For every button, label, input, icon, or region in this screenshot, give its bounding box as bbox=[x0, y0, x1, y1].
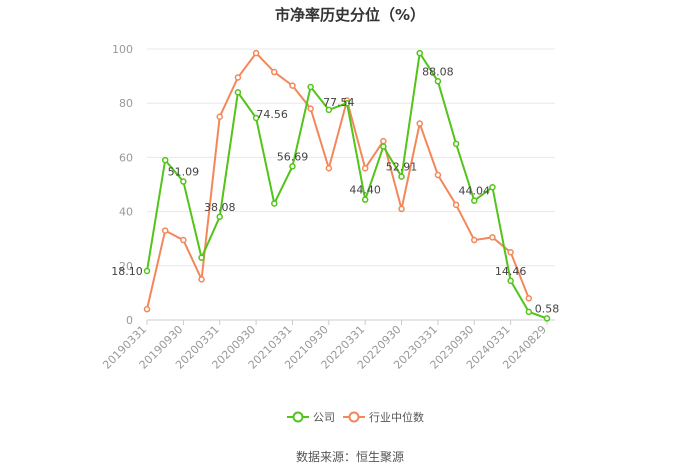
data-point-company bbox=[543, 315, 551, 322]
data-point-company bbox=[380, 143, 387, 150]
data-point-industry bbox=[507, 249, 514, 256]
data-point-industry bbox=[416, 120, 423, 127]
data-point-industry bbox=[289, 82, 296, 89]
data-point-industry bbox=[452, 201, 460, 209]
data-point-industry bbox=[307, 105, 314, 112]
data-label: 14.46 bbox=[495, 265, 527, 278]
data-label: 88.08 bbox=[422, 65, 454, 78]
grid-lines bbox=[147, 48, 555, 267]
data-label: 44.04 bbox=[459, 185, 491, 198]
data-point-company bbox=[489, 183, 496, 191]
data-point-industry bbox=[143, 305, 151, 313]
data-label: 52.91 bbox=[386, 161, 418, 174]
series-line-industry bbox=[146, 51, 530, 310]
data-label: 0.58 bbox=[535, 302, 560, 315]
data-point-company bbox=[289, 163, 296, 170]
y-tick-label: 60 bbox=[119, 151, 133, 164]
data-point-industry bbox=[271, 68, 278, 76]
data-point-company bbox=[434, 78, 442, 85]
data-point-industry bbox=[471, 236, 478, 244]
data-label: 56.69 bbox=[277, 150, 309, 163]
series-layer bbox=[143, 49, 551, 322]
data-point-company bbox=[325, 106, 333, 114]
data-point-company bbox=[307, 83, 314, 91]
y-tick-label: 80 bbox=[119, 97, 133, 110]
y-tick-label: 100 bbox=[112, 43, 133, 56]
data-label: 38.08 bbox=[204, 201, 236, 214]
data-point-company bbox=[525, 308, 533, 316]
data-point-industry bbox=[380, 137, 387, 145]
legend-label[interactable]: 行业中位数 bbox=[369, 410, 424, 424]
data-point-industry bbox=[398, 205, 405, 213]
data-label: 77.54 bbox=[323, 96, 355, 109]
y-tick-label: 20 bbox=[119, 260, 133, 273]
data-point-company bbox=[161, 156, 169, 164]
data-labels: 18.10 51.09 38.08 74.56 56.69 77.54 44.40 52.91… bbox=[111, 65, 559, 315]
data-point-company bbox=[361, 196, 369, 203]
data-point-company bbox=[398, 173, 405, 180]
data-point-company bbox=[180, 178, 187, 185]
data-point-company bbox=[216, 213, 223, 221]
data-point-company bbox=[343, 99, 351, 107]
y-tick-label: 40 bbox=[119, 206, 133, 219]
data-point-industry bbox=[216, 113, 223, 120]
data-point-company bbox=[416, 49, 423, 57]
data-point-company bbox=[198, 254, 205, 261]
data-point-industry bbox=[198, 276, 205, 283]
data-point-company bbox=[507, 277, 514, 285]
data-point-company bbox=[471, 197, 478, 204]
data-label: 18.10 bbox=[111, 265, 143, 278]
data-label: 74.56 bbox=[256, 108, 288, 121]
data-point-industry bbox=[434, 171, 442, 179]
y-tick-label: 0 bbox=[126, 314, 133, 327]
legend-marker-icon bbox=[348, 411, 360, 423]
data-point-company bbox=[234, 89, 242, 96]
data-point-company bbox=[143, 267, 151, 275]
chart-title: 市净率历史分位（%） bbox=[274, 6, 426, 24]
data-point-industry bbox=[489, 234, 496, 241]
data-source: 数据来源：恒生聚源 bbox=[295, 450, 404, 464]
data-point-industry bbox=[325, 164, 333, 172]
data-point-company bbox=[271, 200, 278, 207]
data-point-industry bbox=[361, 164, 369, 172]
data-point-industry bbox=[252, 49, 260, 57]
axes: 0204060801002019033120190930202003312020… bbox=[100, 43, 555, 372]
data-label: 51.09 bbox=[168, 166, 200, 179]
data-point-industry bbox=[525, 295, 533, 302]
data-point-industry bbox=[180, 236, 187, 244]
data-label: 44.40 bbox=[349, 184, 381, 197]
data-point-company bbox=[452, 140, 460, 148]
legend: 公司 行业中位数 bbox=[287, 410, 424, 424]
data-point-industry bbox=[161, 227, 169, 234]
legend-marker-icon bbox=[292, 411, 304, 423]
data-point-industry bbox=[234, 74, 242, 81]
legend-label[interactable]: 公司 bbox=[313, 411, 335, 424]
data-point-company bbox=[252, 114, 260, 122]
